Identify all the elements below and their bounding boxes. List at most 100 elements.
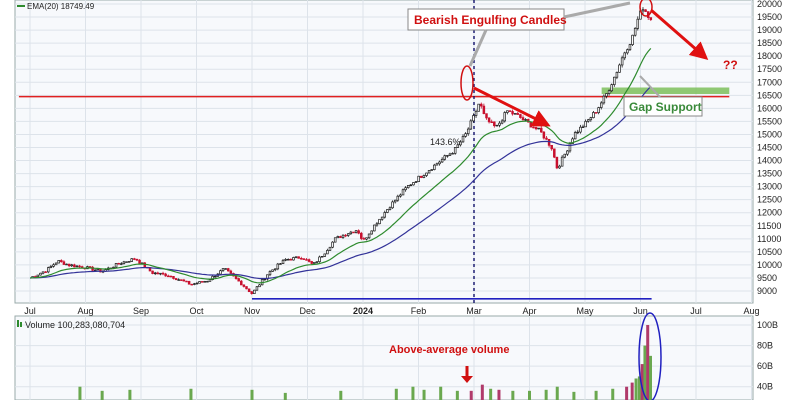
candle-body xyxy=(427,170,431,174)
volume-panel xyxy=(14,315,754,400)
candle-body xyxy=(187,280,191,285)
candle-body xyxy=(532,126,535,129)
candle-body xyxy=(60,260,63,263)
candle-body xyxy=(229,270,233,274)
y-tick-label: 12000 xyxy=(757,208,782,218)
candle-body xyxy=(62,261,66,265)
candle-body xyxy=(224,268,227,270)
candle-body xyxy=(138,259,141,264)
candle-body xyxy=(122,261,126,265)
candle-body xyxy=(159,272,162,275)
candle-body xyxy=(125,261,128,263)
gap-support-zone xyxy=(601,87,730,95)
candle-body xyxy=(560,156,564,167)
y-tick-label: 19500 xyxy=(757,12,782,22)
volume-bar xyxy=(489,388,493,400)
candle-body xyxy=(391,201,394,209)
candle-body xyxy=(628,44,632,51)
engulfing-pointer-left xyxy=(468,29,488,67)
candle-body xyxy=(597,107,600,113)
candle-body xyxy=(344,234,347,237)
candle-body xyxy=(96,268,100,271)
volume-bar xyxy=(646,325,650,400)
candle-body xyxy=(594,112,598,114)
candle-body xyxy=(600,102,603,108)
candle-body xyxy=(602,95,606,104)
candle-body xyxy=(558,165,561,169)
candle-body xyxy=(276,263,280,270)
candle-body xyxy=(286,258,290,261)
candle-body xyxy=(174,278,178,281)
volume-bar xyxy=(497,389,501,400)
candle-body xyxy=(480,103,483,107)
candle-body xyxy=(443,155,447,160)
candle-body xyxy=(576,131,580,134)
y-tick-label: 17500 xyxy=(757,64,782,74)
candle-body xyxy=(255,286,259,291)
candle-body xyxy=(305,259,308,261)
candle-body xyxy=(399,194,402,197)
candle-body xyxy=(641,9,645,12)
candle-body xyxy=(263,278,267,281)
candle-body xyxy=(281,259,285,265)
candle-body xyxy=(493,121,496,127)
candle-body xyxy=(519,114,522,118)
gap-callout-box xyxy=(623,96,703,117)
candle-body xyxy=(529,121,533,128)
candle-body xyxy=(333,237,337,243)
x-tick-label: May xyxy=(576,306,594,316)
candle-body xyxy=(592,112,595,119)
candle-body xyxy=(417,175,420,182)
candle-body xyxy=(586,119,590,122)
x-tick-label: Dec xyxy=(299,306,316,316)
volume-bar xyxy=(640,364,644,400)
candle-body xyxy=(164,273,167,277)
candle-body xyxy=(388,207,392,210)
y-tick-label: 12500 xyxy=(757,195,782,205)
volume-bar xyxy=(469,390,473,400)
y-tick-label: 17000 xyxy=(757,77,782,87)
candle-body xyxy=(211,275,214,281)
candle-body xyxy=(250,291,253,294)
engulfing-circle-june xyxy=(639,0,653,17)
candle-body xyxy=(573,132,577,140)
candle-body xyxy=(469,120,473,130)
candle-body xyxy=(221,268,225,272)
volume-arrow xyxy=(461,376,473,383)
y-tick-label: 13500 xyxy=(757,169,782,179)
volume-bar xyxy=(339,390,343,400)
ema-legend-label: EMA(20) 18749.49 xyxy=(27,2,95,11)
ema-20-line xyxy=(29,48,652,284)
candle-body xyxy=(461,135,465,143)
candle-body xyxy=(545,137,548,140)
candle-body xyxy=(219,270,222,275)
candle-body xyxy=(404,187,407,191)
y-tick-label: 11000 xyxy=(757,234,781,244)
candle-body xyxy=(52,264,55,267)
candle-body xyxy=(41,271,45,274)
volume-y-tick-label: 100B xyxy=(757,320,778,330)
candle-body xyxy=(349,231,353,235)
y-tick-label: 14500 xyxy=(757,143,782,153)
candle-body xyxy=(613,76,616,85)
volume-bar xyxy=(189,388,193,400)
x-tick-label: Aug xyxy=(77,306,93,316)
candle-body xyxy=(65,263,68,266)
candle-body xyxy=(302,258,306,260)
x-tick-label: Jul xyxy=(690,306,702,316)
x-tick-label: Nov xyxy=(244,306,261,316)
candle-body xyxy=(49,266,53,268)
candle-body xyxy=(346,233,350,236)
candle-body xyxy=(420,175,423,178)
candle-body xyxy=(615,71,619,78)
engulfing-pointer-right xyxy=(563,1,631,19)
candle-body xyxy=(555,156,559,169)
candle-body xyxy=(440,158,444,163)
candle-body xyxy=(401,189,405,196)
candle-body xyxy=(213,275,217,278)
candle-body xyxy=(506,110,509,113)
candle-body xyxy=(490,121,493,124)
projection-arrow xyxy=(650,8,709,60)
candle-body xyxy=(326,250,329,255)
